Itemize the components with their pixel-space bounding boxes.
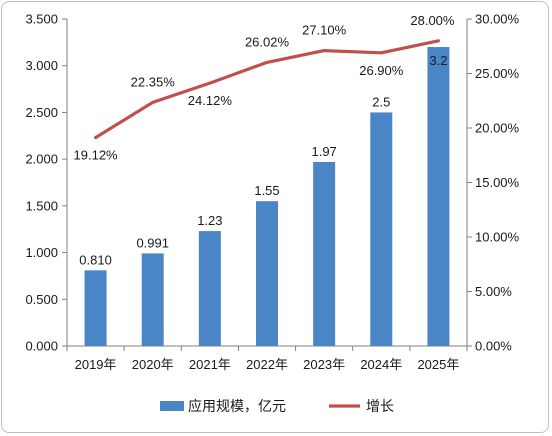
legend-label-line: 增长 [366, 399, 394, 415]
data-labels: 0.810 0.991 1.23 1.55 1.97 2.5 3.2 19.12% 22.35%… [74, 13, 455, 268]
right-tick-label: 20.00% [475, 121, 520, 136]
bar [313, 161, 336, 346]
left-tick-label: 3.000 [25, 58, 58, 73]
line-value-label: 26.02% [245, 34, 290, 49]
line-value-label: 26.90% [359, 63, 404, 78]
right-tick-label: 10.00% [475, 230, 520, 245]
right-tick-label: 15.00% [475, 175, 520, 190]
right-tick-label: 0.00% [475, 339, 512, 354]
bar-value-label: 3.2 [429, 53, 447, 68]
line-series [93, 39, 441, 140]
left-tick-label: 0.500 [25, 292, 58, 307]
left-tick-label: 1.000 [25, 245, 58, 260]
x-tick-label: 2019年 [75, 357, 117, 372]
x-tick-label: 2021年 [189, 357, 231, 372]
bar [84, 270, 107, 346]
x-tick-label: 2020年 [132, 357, 174, 372]
chart-axes: 0.000 0.500 1.000 1.500 2.000 2.500 3.000 3.500… [25, 12, 519, 373]
left-tick-label: 2.000 [25, 152, 58, 167]
bar-value-label: 0.810 [79, 252, 112, 267]
bar [256, 201, 278, 346]
bar-value-label: 2.5 [372, 94, 390, 109]
x-tick-label: 2024年 [360, 357, 402, 372]
bar [141, 253, 164, 346]
right-tick-label: 25.00% [475, 66, 520, 81]
bar-value-label: 1.23 [197, 213, 222, 228]
bar-value-label: 0.991 [136, 235, 169, 250]
bar-value-label: 1.97 [311, 144, 336, 159]
x-tick-label: 2022年 [246, 357, 288, 372]
line-value-label: 28.00% [410, 13, 455, 28]
bar-series [84, 47, 450, 347]
line-value-label: 24.12% [188, 93, 233, 108]
x-tick-label: 2025年 [417, 357, 459, 372]
bar [198, 231, 221, 346]
right-tick-label: 5.00% [475, 284, 512, 299]
legend: 应用规模，亿元 增长 [160, 398, 394, 415]
left-tick-label: 1.500 [25, 198, 58, 213]
line-value-label: 19.12% [74, 148, 119, 163]
bar [370, 112, 393, 346]
line-value-label: 27.10% [302, 23, 347, 38]
legend-label-bar: 应用规模，亿元 [188, 398, 286, 415]
left-tick-label: 0.000 [25, 339, 58, 354]
left-tick-label: 2.500 [25, 105, 58, 120]
legend-swatch-bar [160, 401, 184, 411]
left-tick-label: 3.500 [25, 12, 58, 27]
line-value-label: 22.35% [131, 74, 176, 89]
bar [427, 47, 450, 347]
growth-line [93, 39, 441, 140]
x-tick-label: 2023年 [303, 357, 345, 372]
right-tick-label: 30.00% [475, 12, 520, 27]
bar-value-label: 1.55 [254, 183, 279, 198]
